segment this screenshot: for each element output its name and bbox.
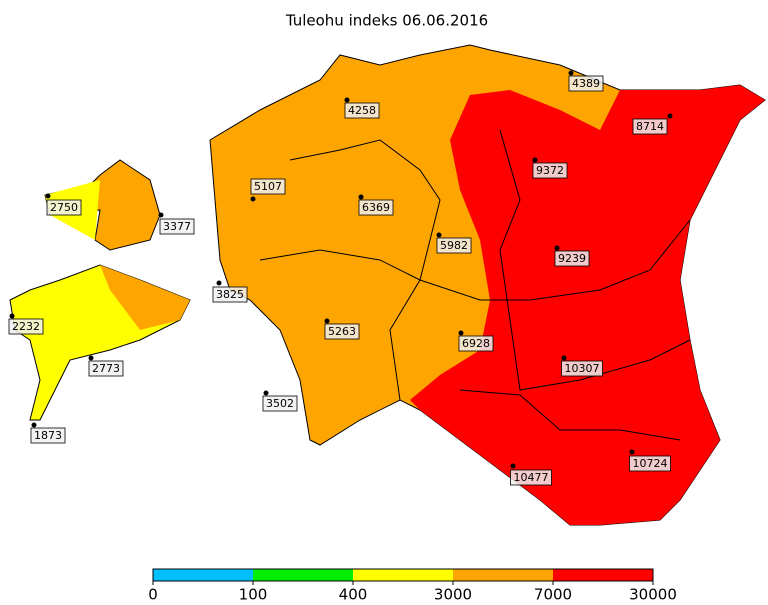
colorbar: 0 100 400 3000 7000 30000 [148,568,677,604]
land [9,44,766,526]
station-dot [629,449,635,455]
station-dot [9,313,15,319]
colorbar-tick-label: 400 [339,586,368,604]
label-box [8,318,44,335]
label-box [262,395,298,412]
station-label: 10307 [565,362,600,375]
colorbar-segment [253,569,353,581]
colorbar-tick-label: 0 [148,586,158,604]
label-box [88,360,124,377]
county-border [459,389,681,441]
saaremaa-east [100,265,190,330]
colorbar-segment [553,569,653,581]
colorbar-tick-label: 3000 [434,586,472,604]
station-dot [216,280,222,286]
station-dot [158,212,164,218]
station-label: 4258 [348,104,376,117]
county-border [499,129,691,391]
county-border [259,219,691,301]
label-box [159,218,195,235]
station-label: 4389 [572,77,600,90]
stations: 2750 3377 4258 5107 6369 5982 9372 4389 8714 9239… [8,70,673,486]
saaremaa [9,264,191,421]
label-box [436,237,472,254]
label-box [629,455,671,472]
label-box [250,178,286,195]
station-label: 5982 [440,239,468,252]
label-box [561,360,603,377]
label-box [212,286,248,303]
station-label: 6928 [462,337,490,350]
label-box [568,75,604,92]
station-label: 8714 [636,120,664,133]
label-box [632,118,668,135]
station-label: 3377 [163,220,191,233]
station-dot [554,245,560,251]
county-border [289,139,441,401]
station-label: 9239 [558,252,586,265]
colorbar-segment [153,569,253,581]
station-dot [263,390,269,396]
station-label: 10724 [633,457,668,470]
station-label: 3502 [266,397,294,410]
label-box [358,199,394,216]
station-dot [324,318,330,324]
hot-zone [410,85,765,525]
station-dot [358,194,364,200]
station-label: 3825 [216,288,244,301]
station-dot [31,422,37,428]
station-label: 5263 [328,325,356,338]
station-dot [458,330,464,336]
station-label: 1873 [34,429,62,442]
station-label: 9372 [536,164,564,177]
station-dot [510,463,516,469]
colorbar-tick-label: 100 [239,586,268,604]
colorbar-segment [453,569,553,581]
label-box [510,469,552,486]
title: Tuleohu indeks 06.06.2016 [285,12,488,30]
label-box [30,427,66,444]
station-dot [88,355,94,361]
station-label: 2750 [50,201,78,214]
label-box [554,250,590,267]
colorbar-segment [353,569,453,581]
colorbar-tick-label: 7000 [534,586,572,604]
colorbar-tick-label: 30000 [629,586,677,604]
station-label: 2232 [12,320,40,333]
station-dot [436,232,442,238]
station-label: 5107 [254,180,282,193]
label-box [46,199,82,216]
station-dot [561,355,567,361]
station-dot [344,97,350,103]
station-dot [568,70,574,76]
station-label: 10477 [514,471,549,484]
label-box [344,102,380,119]
station-dot [667,113,673,119]
station-dot [250,196,256,202]
label-box [458,335,494,352]
station-label: 2773 [92,362,120,375]
label-box [324,323,360,340]
station-label: 6369 [362,201,390,214]
station-dot [45,193,51,199]
label-box [532,162,568,179]
colorbar-frame [152,568,654,582]
station-dot [532,157,538,163]
